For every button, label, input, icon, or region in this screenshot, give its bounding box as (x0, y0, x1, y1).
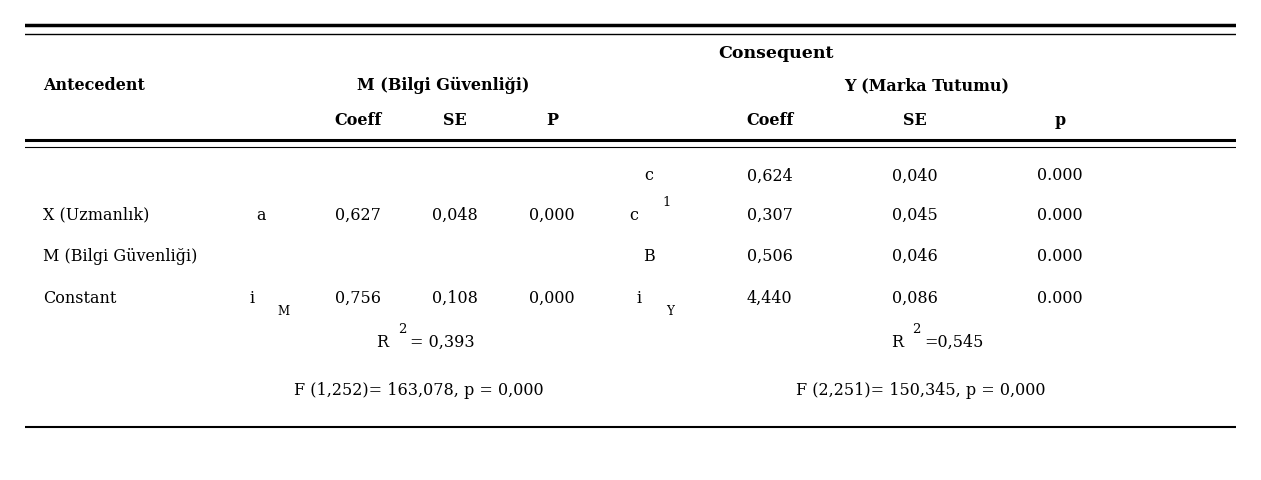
Text: i: i (637, 289, 642, 306)
Text: M (Bilgi Güvenliği): M (Bilgi Güvenliği) (357, 77, 530, 94)
Text: M: M (277, 304, 289, 317)
Text: c: c (629, 206, 638, 223)
Text: a: a (256, 206, 266, 223)
Text: Y: Y (667, 304, 675, 317)
Text: =0,545: =0,545 (924, 333, 984, 350)
Text: 0,086: 0,086 (892, 289, 938, 306)
Text: 0.000: 0.000 (1038, 167, 1083, 184)
Text: 0,040: 0,040 (893, 167, 938, 184)
Text: SE: SE (443, 112, 467, 129)
Text: M (Bilgi Güvenliği): M (Bilgi Güvenliği) (43, 248, 198, 264)
Text: 2: 2 (913, 322, 921, 335)
Text: B: B (643, 248, 654, 264)
Text: 0,108: 0,108 (433, 289, 478, 306)
Text: R: R (377, 333, 395, 350)
Text: 0,000: 0,000 (530, 206, 575, 223)
Text: 0,627: 0,627 (335, 206, 381, 223)
Text: Antecedent: Antecedent (43, 77, 145, 94)
Text: R: R (892, 333, 909, 350)
Text: 1: 1 (662, 195, 671, 208)
Text: 0,046: 0,046 (892, 248, 938, 264)
Text: Coeff: Coeff (747, 112, 793, 129)
Text: F (1,252)= 163,078, p = 0,000: F (1,252)= 163,078, p = 0,000 (294, 381, 543, 398)
Text: F (2,251)= 150,345, p = 0,000: F (2,251)= 150,345, p = 0,000 (796, 381, 1045, 398)
Text: i: i (248, 289, 255, 306)
Text: 0,307: 0,307 (747, 206, 793, 223)
Text: 0,624: 0,624 (747, 167, 793, 184)
Text: c: c (644, 167, 653, 184)
Text: 0,045: 0,045 (892, 206, 938, 223)
Text: 4,440: 4,440 (747, 289, 792, 306)
Text: X (Uzmanlık): X (Uzmanlık) (43, 206, 150, 223)
Text: 0.000: 0.000 (1038, 206, 1083, 223)
Text: = 0,393: = 0,393 (410, 333, 475, 350)
Text: 2: 2 (398, 322, 406, 335)
Text: Coeff: Coeff (334, 112, 382, 129)
Text: 0,506: 0,506 (747, 248, 793, 264)
Text: 0.000: 0.000 (1038, 248, 1083, 264)
Text: 0,756: 0,756 (335, 289, 381, 306)
Text: p: p (1054, 112, 1066, 129)
Text: 0,048: 0,048 (433, 206, 478, 223)
Text: 0.000: 0.000 (1038, 289, 1083, 306)
Text: 0,000: 0,000 (530, 289, 575, 306)
Text: SE: SE (903, 112, 927, 129)
Text: Consequent: Consequent (718, 45, 834, 62)
Text: Constant: Constant (43, 289, 117, 306)
Text: P: P (546, 112, 557, 129)
Text: Y (Marka Tutumu): Y (Marka Tutumu) (845, 77, 1010, 94)
